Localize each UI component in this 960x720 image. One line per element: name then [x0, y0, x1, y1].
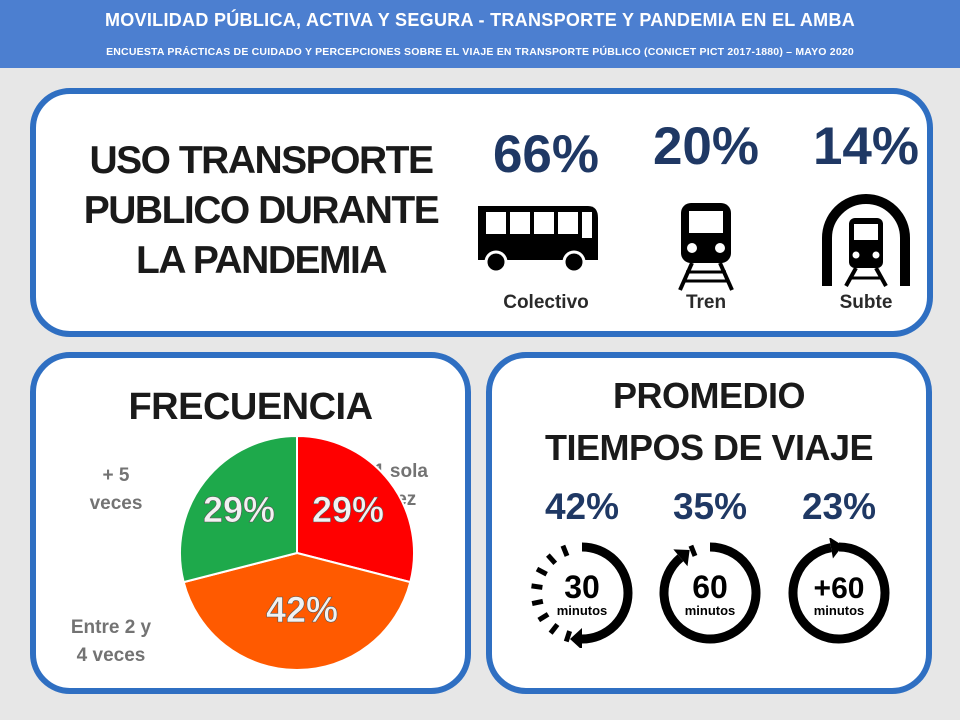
mode-label: Subte [839, 292, 893, 313]
slice-label-line: 1 sola [374, 461, 428, 482]
pie-slice-value: 29% [312, 489, 384, 530]
mode-percent: 66% [492, 125, 600, 184]
travel-time-item: 23% +60 minutos [779, 486, 899, 644]
mode-percent: 20% [652, 117, 760, 176]
travel-time-unit: minutos [685, 603, 736, 618]
tiempos-panel: PROMEDIO TIEMPOS DE VIAJE 42% 30 minutos 35… [486, 352, 932, 694]
mode-subte: 14% Subte [796, 116, 936, 316]
slice-label-line: 4 veces [76, 645, 146, 666]
frecuencia-pie-chart: 29% 42% 29% [179, 434, 415, 671]
pie-slice [296, 434, 415, 584]
travel-time-percent: 23% [801, 486, 877, 527]
train-icon [678, 203, 734, 291]
travel-time-minutes: 30 [564, 569, 600, 605]
travel-time-minutes: 60 [692, 569, 728, 605]
travel-time-percent: 35% [672, 486, 748, 527]
subway-icon [822, 194, 910, 287]
header-banner: MOVILIDAD PÚBLICA, ACTIVA Y SEGURA - TRA… [0, 0, 960, 68]
travel-time-item: 35% 60 minutos [650, 486, 770, 644]
travel-time-minutes: +60 [814, 572, 865, 605]
slice-label-line: veces [89, 493, 143, 514]
pie-slice-value: 42% [266, 589, 338, 630]
tiempos-title-line: PROMEDIO [612, 375, 806, 416]
slice-label-line: Entre 2 y [70, 617, 152, 638]
tiempos-title-line: TIEMPOS DE VIAJE [544, 427, 874, 468]
pie-slice [179, 434, 298, 584]
pie-slice-value: 29% [203, 489, 275, 530]
header-title: MOVILIDAD PÚBLICA, ACTIVA Y SEGURA - TRA… [104, 10, 856, 30]
frecuencia-panel: FRECUENCIA 1 sola vez Entre 2 y 4 veces … [30, 352, 471, 694]
mode-colectivo: 66% Colectivo [476, 124, 616, 324]
slice-label-5-veces: + 5 veces [76, 462, 156, 518]
bus-icon [478, 206, 598, 274]
travel-time-percent: 42% [544, 486, 620, 527]
uso-title-line: USO TRANSPORTE [89, 139, 434, 182]
mode-percent: 14% [812, 117, 920, 176]
header-subtitle: ENCUESTA PRÁCTICAS DE CUIDADO Y PERCEPCI… [106, 46, 854, 58]
pie-slice [182, 551, 412, 671]
uso-title-line: LA PANDEMIA [136, 239, 388, 282]
slice-label-line: + 5 [102, 465, 130, 486]
mode-label: Tren [685, 292, 727, 313]
mode-label: Colectivo [503, 292, 589, 313]
travel-time-unit: minutos [814, 603, 865, 618]
uso-title: USO TRANSPORTE PUBLICO DURANTE LA PANDEM… [56, 136, 466, 286]
travel-time-item: 42% 30 minutos [522, 486, 642, 648]
mode-tren: 20% Tren [636, 116, 776, 316]
tiempos-title: PROMEDIO TIEMPOS DE VIAJE [492, 370, 926, 474]
travel-time-unit: minutos [557, 603, 608, 618]
uso-title-line: PUBLICO DURANTE [83, 189, 440, 232]
slice-label-2-4-veces: Entre 2 y 4 veces [56, 614, 166, 670]
uso-transporte-panel: USO TRANSPORTE PUBLICO DURANTE LA PANDEM… [30, 88, 933, 337]
frecuencia-title: FRECUENCIA [128, 386, 373, 428]
